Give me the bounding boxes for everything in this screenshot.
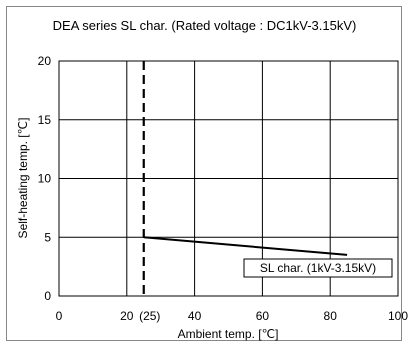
- grid: [58, 60, 399, 297]
- y-axis-label: Self-heating temp. [℃]: [16, 118, 30, 239]
- x-tick-label: 80: [324, 309, 338, 323]
- tick-labels: 0 20 40 60 80 100 0 5 10 15 20 (25): [38, 54, 409, 323]
- y-tick-label: 0: [44, 289, 51, 303]
- x-tick-label: 60: [256, 309, 270, 323]
- x-axis-label: Ambient temp. [℃]: [178, 327, 279, 341]
- x-tick-label-25: (25): [139, 309, 160, 323]
- y-tick-label: 10: [38, 172, 52, 186]
- series-label: SL char. (1kV-3.15kV): [260, 261, 376, 275]
- y-tick-label: 20: [38, 54, 52, 68]
- series: SL char. (1kV-3.15kV): [142, 61, 393, 296]
- series-line-sl-char: [143, 236, 348, 256]
- chart-title: DEA series SL char. (Rated voltage : DC1…: [52, 18, 357, 33]
- x-tick-label: 0: [56, 309, 63, 323]
- series-label-box: [243, 258, 393, 278]
- x-tick-label: 100: [388, 309, 408, 323]
- x-tick-label: 40: [188, 309, 202, 323]
- y-tick-label: 5: [44, 230, 51, 244]
- x-tick-label: 20: [120, 309, 134, 323]
- y-tick-label: 15: [38, 113, 52, 127]
- chart-frame: [6, 6, 402, 341]
